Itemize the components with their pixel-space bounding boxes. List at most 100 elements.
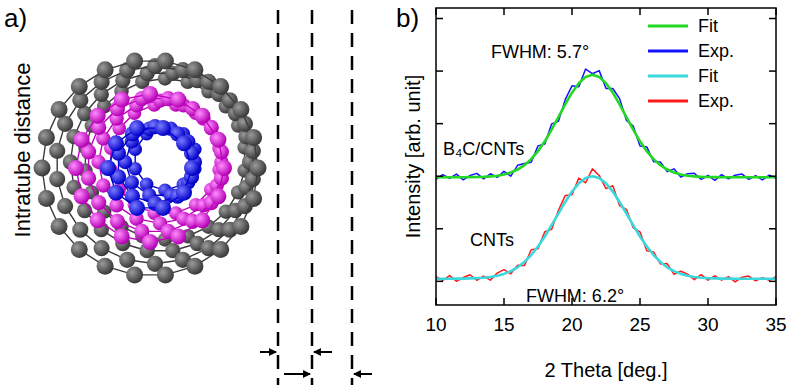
outer-tube-atom [232, 218, 249, 235]
outer-tube-atom [97, 61, 114, 78]
inner-tube-atom [129, 120, 145, 136]
outer-tube-atom [245, 129, 262, 146]
middle-tube-atom [90, 212, 106, 228]
outer-tube-atom [49, 171, 65, 187]
legend-swatch [648, 25, 688, 28]
y-tick [436, 228, 443, 230]
legend-label: Exp. [698, 91, 734, 111]
middle-tube-bonds [76, 94, 224, 242]
outer-tube-atom [51, 218, 68, 235]
x-tick-label: 20 [561, 314, 582, 335]
middle-tube-atom [170, 92, 186, 108]
inner-tube-atom [100, 160, 116, 176]
y-tick [436, 123, 443, 125]
arrow [354, 373, 372, 375]
x-tick-label: 25 [629, 314, 650, 335]
annotation: FWHM: 6.2° [526, 286, 624, 306]
figure: a)Intratube distanceb)1015202530352 Thet… [0, 0, 795, 388]
fit-line [436, 176, 776, 279]
y-tick-right [769, 281, 776, 283]
annotation: B₄C/CNTs [443, 139, 524, 159]
x-tick [639, 298, 641, 305]
inner-tube-atom [155, 200, 171, 216]
y-tick-right [769, 70, 776, 72]
middle-tube-atom [110, 214, 125, 229]
dashed-line [311, 10, 314, 385]
middle-tube-atom [114, 228, 130, 244]
y-tick-right [769, 18, 776, 20]
arrow [284, 373, 310, 375]
middle-tube-atom [68, 160, 84, 176]
inner-tube-atom [108, 185, 124, 201]
outer-tube-atom [94, 240, 110, 256]
legend-label: Exp. [698, 41, 734, 61]
inner-tube-atom [184, 160, 200, 176]
outer-tube-atom [38, 190, 55, 207]
middle-tube-bonds [89, 99, 222, 232]
middle-tube-atom [114, 92, 130, 108]
y-tick [436, 70, 443, 72]
x-tick-label: 15 [493, 314, 514, 335]
y-tick [436, 175, 443, 177]
middle-tube-atom [74, 132, 90, 148]
nanotube [34, 53, 267, 284]
legend: FitExp.FitExp. [648, 16, 734, 111]
x-tick-top [775, 8, 777, 15]
outer-tube-atom [57, 198, 73, 214]
x-tick-label: 35 [765, 314, 786, 335]
y-tick [436, 281, 443, 283]
middle-tube-atom [210, 188, 226, 204]
legend-swatch [648, 75, 688, 78]
x-tick-top [503, 8, 505, 15]
diagram-label: Intratube distance [10, 63, 35, 238]
middle-tube-atom [216, 160, 232, 176]
legend-label: Fit [698, 16, 718, 36]
exp-line [436, 169, 776, 282]
outer-tube-atom [77, 203, 92, 218]
outer-tube-atom [119, 252, 135, 268]
middle-tube-atom [90, 108, 106, 124]
middle-tube-atom [194, 212, 210, 228]
outer-tube-atom [72, 222, 88, 238]
middle-tube-bonds [111, 105, 219, 213]
y-tick [436, 18, 443, 20]
outer-tube-atom [71, 78, 88, 95]
x-tick [435, 298, 437, 305]
outer-tube-atom [212, 241, 229, 258]
middle-tube-atom [170, 228, 186, 244]
middle-tube-atom [142, 86, 158, 102]
outer-tube-atom [34, 160, 51, 177]
legend-swatch [648, 100, 688, 103]
inner-tube-atom [129, 200, 145, 216]
x-tick [707, 298, 709, 305]
outer-tube-atom [232, 101, 249, 118]
x-tick-label: 10 [425, 314, 446, 335]
y-axis-title: Intensity [arb. unit] [402, 75, 424, 238]
x-tick-top [571, 8, 573, 15]
plot-lines [436, 69, 776, 282]
outer-tube-atom [51, 101, 68, 118]
dashed-line [351, 10, 354, 385]
outer-tube-atom [157, 53, 174, 70]
outer-tube-atom [245, 190, 262, 207]
middle-tube-atom [74, 188, 90, 204]
outer-tube-atom [212, 78, 229, 95]
middle-tube-bonds [99, 101, 222, 224]
middle-tube-atom [210, 132, 226, 148]
x-tick-top [639, 8, 641, 15]
legend-swatch [648, 50, 688, 53]
inner-tube-atom [108, 135, 124, 151]
outer-tube-atom [71, 241, 88, 258]
dashed-line [277, 10, 280, 385]
outer-tube-atom [157, 266, 174, 283]
y-tick-right [769, 123, 776, 125]
inner-tube-bonds [119, 127, 192, 204]
panel-label: a) [4, 3, 27, 33]
outer-tube-bonds [85, 79, 244, 240]
outer-tube-atom [57, 116, 73, 132]
outer-tube-atom [186, 258, 203, 275]
x-tick [775, 298, 777, 305]
panel-label: b) [396, 3, 419, 33]
y-tick-right [769, 175, 776, 177]
inner-tube-bonds [108, 128, 192, 208]
